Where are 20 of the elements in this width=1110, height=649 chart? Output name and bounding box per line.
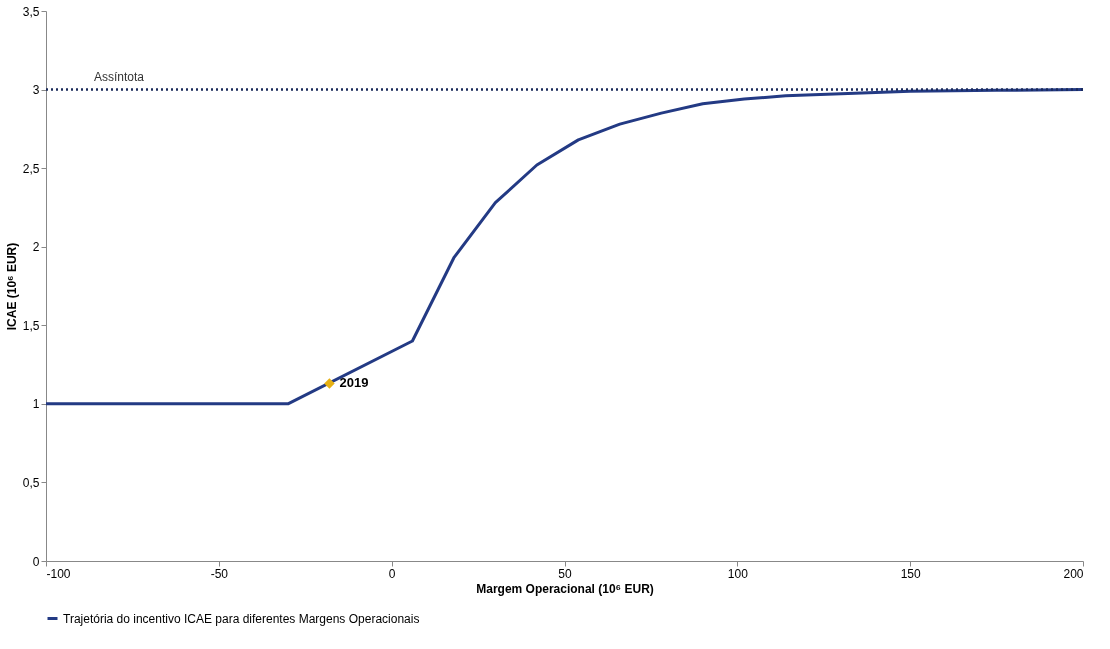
x-axis-title: Margem Operacional (10⁶ EUR) <box>476 581 654 596</box>
x-tick-label: -50 <box>210 566 229 581</box>
legend-label: Trajetória do incentivo ICAE para diferentes Margens Operacionais <box>63 611 420 626</box>
y-axis-title: ICAE (10⁶ EUR) <box>4 242 19 331</box>
ref-line-label: Assíntota <box>94 69 145 84</box>
annotation: 2019 <box>339 375 369 391</box>
y-tick-label: 2 <box>32 240 40 255</box>
y-tick-label: 3 <box>32 83 40 98</box>
x-tick-label: 200 <box>1063 566 1084 581</box>
y-tick-label: 3,5 <box>22 4 40 19</box>
x-tick-label: 100 <box>727 566 749 581</box>
y-tick-label: 1 <box>32 397 40 412</box>
y-tick-label: 2,5 <box>22 161 40 176</box>
x-tick-label: -100 <box>46 566 71 581</box>
y-tick-label: 1,5 <box>22 318 40 333</box>
x-tick-label: 150 <box>900 566 921 581</box>
y-tick-label: 0,5 <box>22 475 40 490</box>
x-tick-label: 50 <box>558 566 572 581</box>
x-tick-label: 0 <box>388 566 396 581</box>
y-tick-label: 0 <box>32 554 40 569</box>
